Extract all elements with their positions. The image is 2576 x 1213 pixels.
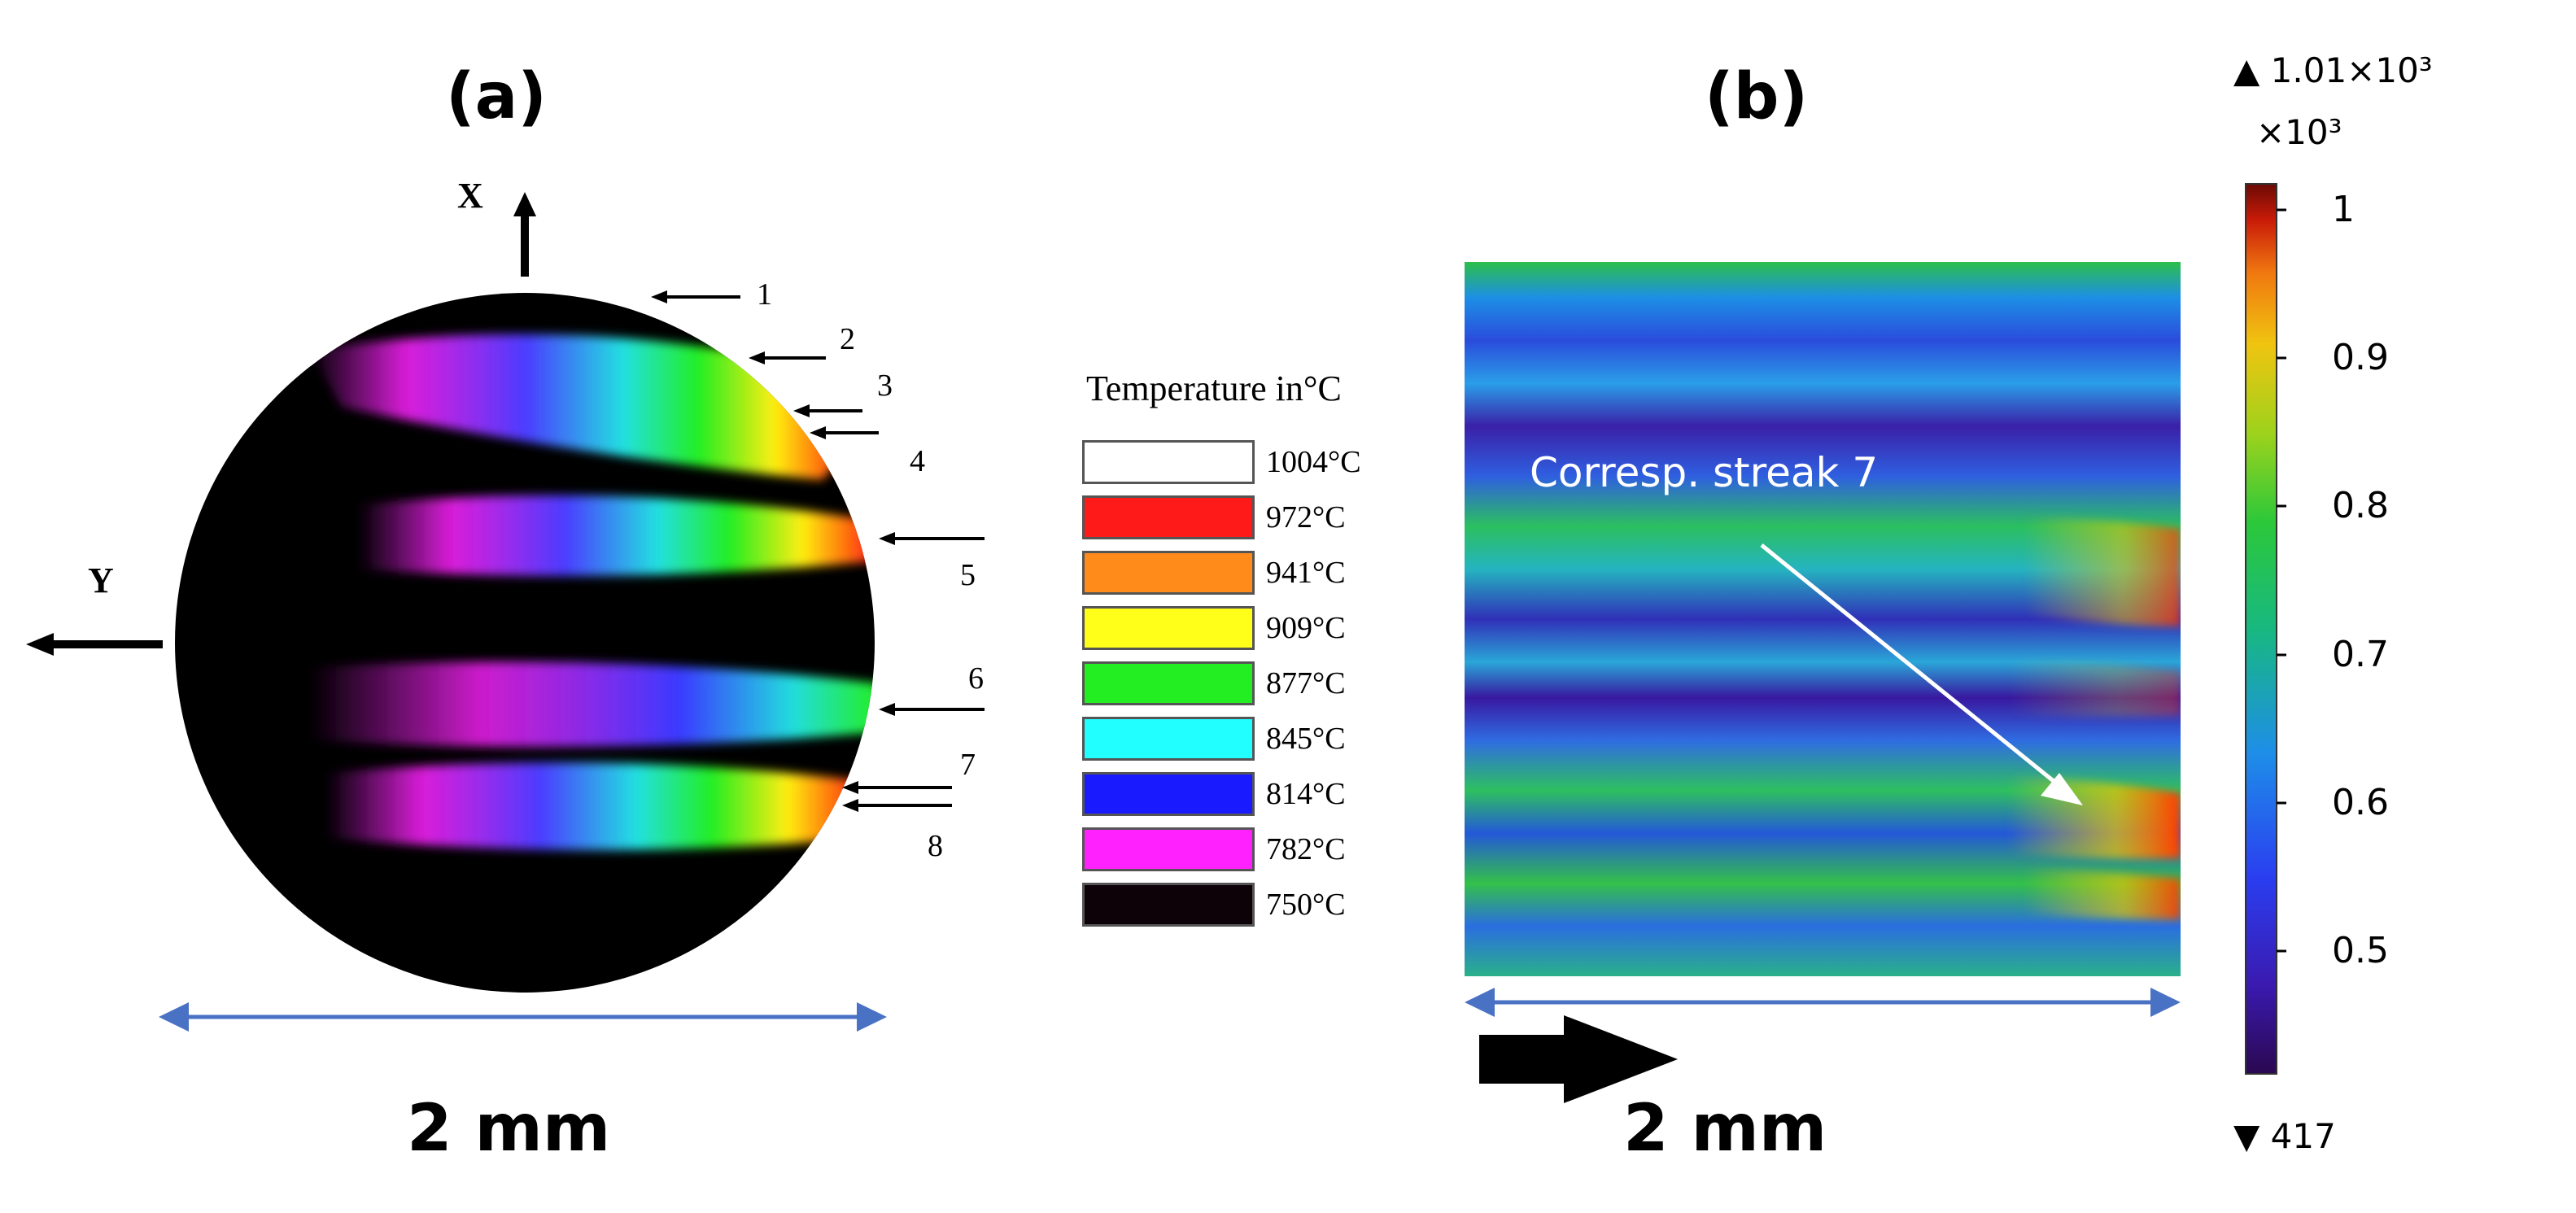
legend-swatch (1082, 827, 1255, 871)
colorbar-multiplier: ×10³ (2256, 112, 2342, 152)
colorbar-max-label: ▲ 1.01×10³ (2233, 50, 2433, 90)
legend-value: 750°C (1266, 888, 1346, 922)
streak-label: 1 (757, 277, 772, 312)
streak-label: 5 (960, 558, 976, 592)
legend-swatch (1082, 772, 1255, 816)
streak-label: 8 (928, 829, 943, 863)
legend-entry: 750°C (1082, 880, 1424, 929)
annotation-label: Corresp. streak 7 (1530, 449, 1879, 496)
legend-value: 845°C (1266, 722, 1346, 756)
legend-value: 972°C (1266, 500, 1346, 535)
streak-label: 3 (877, 369, 893, 403)
colorbar-gradient (2245, 183, 2277, 1075)
legend-swatch (1082, 717, 1255, 761)
plume-upper (309, 334, 851, 480)
legend-value: 877°C (1266, 666, 1346, 700)
legend-value: 941°C (1266, 556, 1346, 590)
streak-label: 2 (840, 322, 855, 356)
legend-value: 909°C (1266, 611, 1346, 645)
legend-value: 782°C (1266, 832, 1346, 866)
colorbar-tick-label: 0.6 (2332, 782, 2389, 823)
panel-a-label: (a) (446, 60, 547, 133)
panel-b-label: (b) (1705, 60, 1809, 133)
streak-label: 6 (968, 661, 984, 696)
legend-title: Temperature in°C (1086, 369, 1342, 408)
legend-swatch (1082, 883, 1255, 927)
scan-direction-arrow (1479, 1015, 1678, 1103)
annotation-arrow (1760, 543, 2060, 787)
legend-entry: 941°C (1082, 548, 1424, 597)
panel-b-scale-label: 2 mm (1623, 1090, 1827, 1166)
plume-streak-7-8 (325, 762, 862, 850)
panel-a-figure (26, 192, 985, 1032)
legend-entry: 877°C (1082, 659, 1424, 708)
temperature-legend: 1004°C 972°C 941°C 909°C 877°C 845°C 814°C 782°… (1082, 438, 1424, 936)
panel-a-scale-label: 2 mm (407, 1090, 611, 1166)
x-axis-label: X (457, 176, 483, 216)
legend-entry: 782°C (1082, 825, 1424, 874)
legend-value: 1004°C (1266, 445, 1361, 479)
colorbar-tick-label: 0.8 (2332, 485, 2389, 526)
legend-entry: 845°C (1082, 714, 1424, 763)
legend-value: 814°C (1266, 777, 1346, 811)
legend-swatch (1082, 606, 1255, 650)
legend-entry: 1004°C (1082, 438, 1424, 487)
colorbar-tick-label: 0.9 (2332, 337, 2389, 378)
legend-entry: 972°C (1082, 493, 1424, 542)
y-axis-label: Y (88, 561, 114, 600)
legend-entry: 909°C (1082, 604, 1424, 652)
legend-swatch (1082, 495, 1255, 539)
legend-swatch (1082, 661, 1255, 705)
streak-label: 4 (910, 444, 925, 478)
plume-streak-6 (309, 661, 875, 747)
legend-entry: 814°C (1082, 770, 1424, 818)
colorbar-tick-marks (2277, 208, 2286, 953)
streak-label: 7 (960, 748, 976, 782)
colorbar-tick-label: 1 (2332, 189, 2355, 230)
streak-arrows (651, 290, 985, 812)
legend-swatch (1082, 440, 1255, 484)
colorbar-tick-label: 0.7 (2332, 634, 2389, 675)
colorbar-min-label: ▼ 417 (2233, 1116, 2336, 1156)
legend-swatch (1082, 551, 1255, 595)
plume-streak-5 (358, 495, 875, 576)
colorbar-tick-label: 0.5 (2332, 930, 2389, 971)
